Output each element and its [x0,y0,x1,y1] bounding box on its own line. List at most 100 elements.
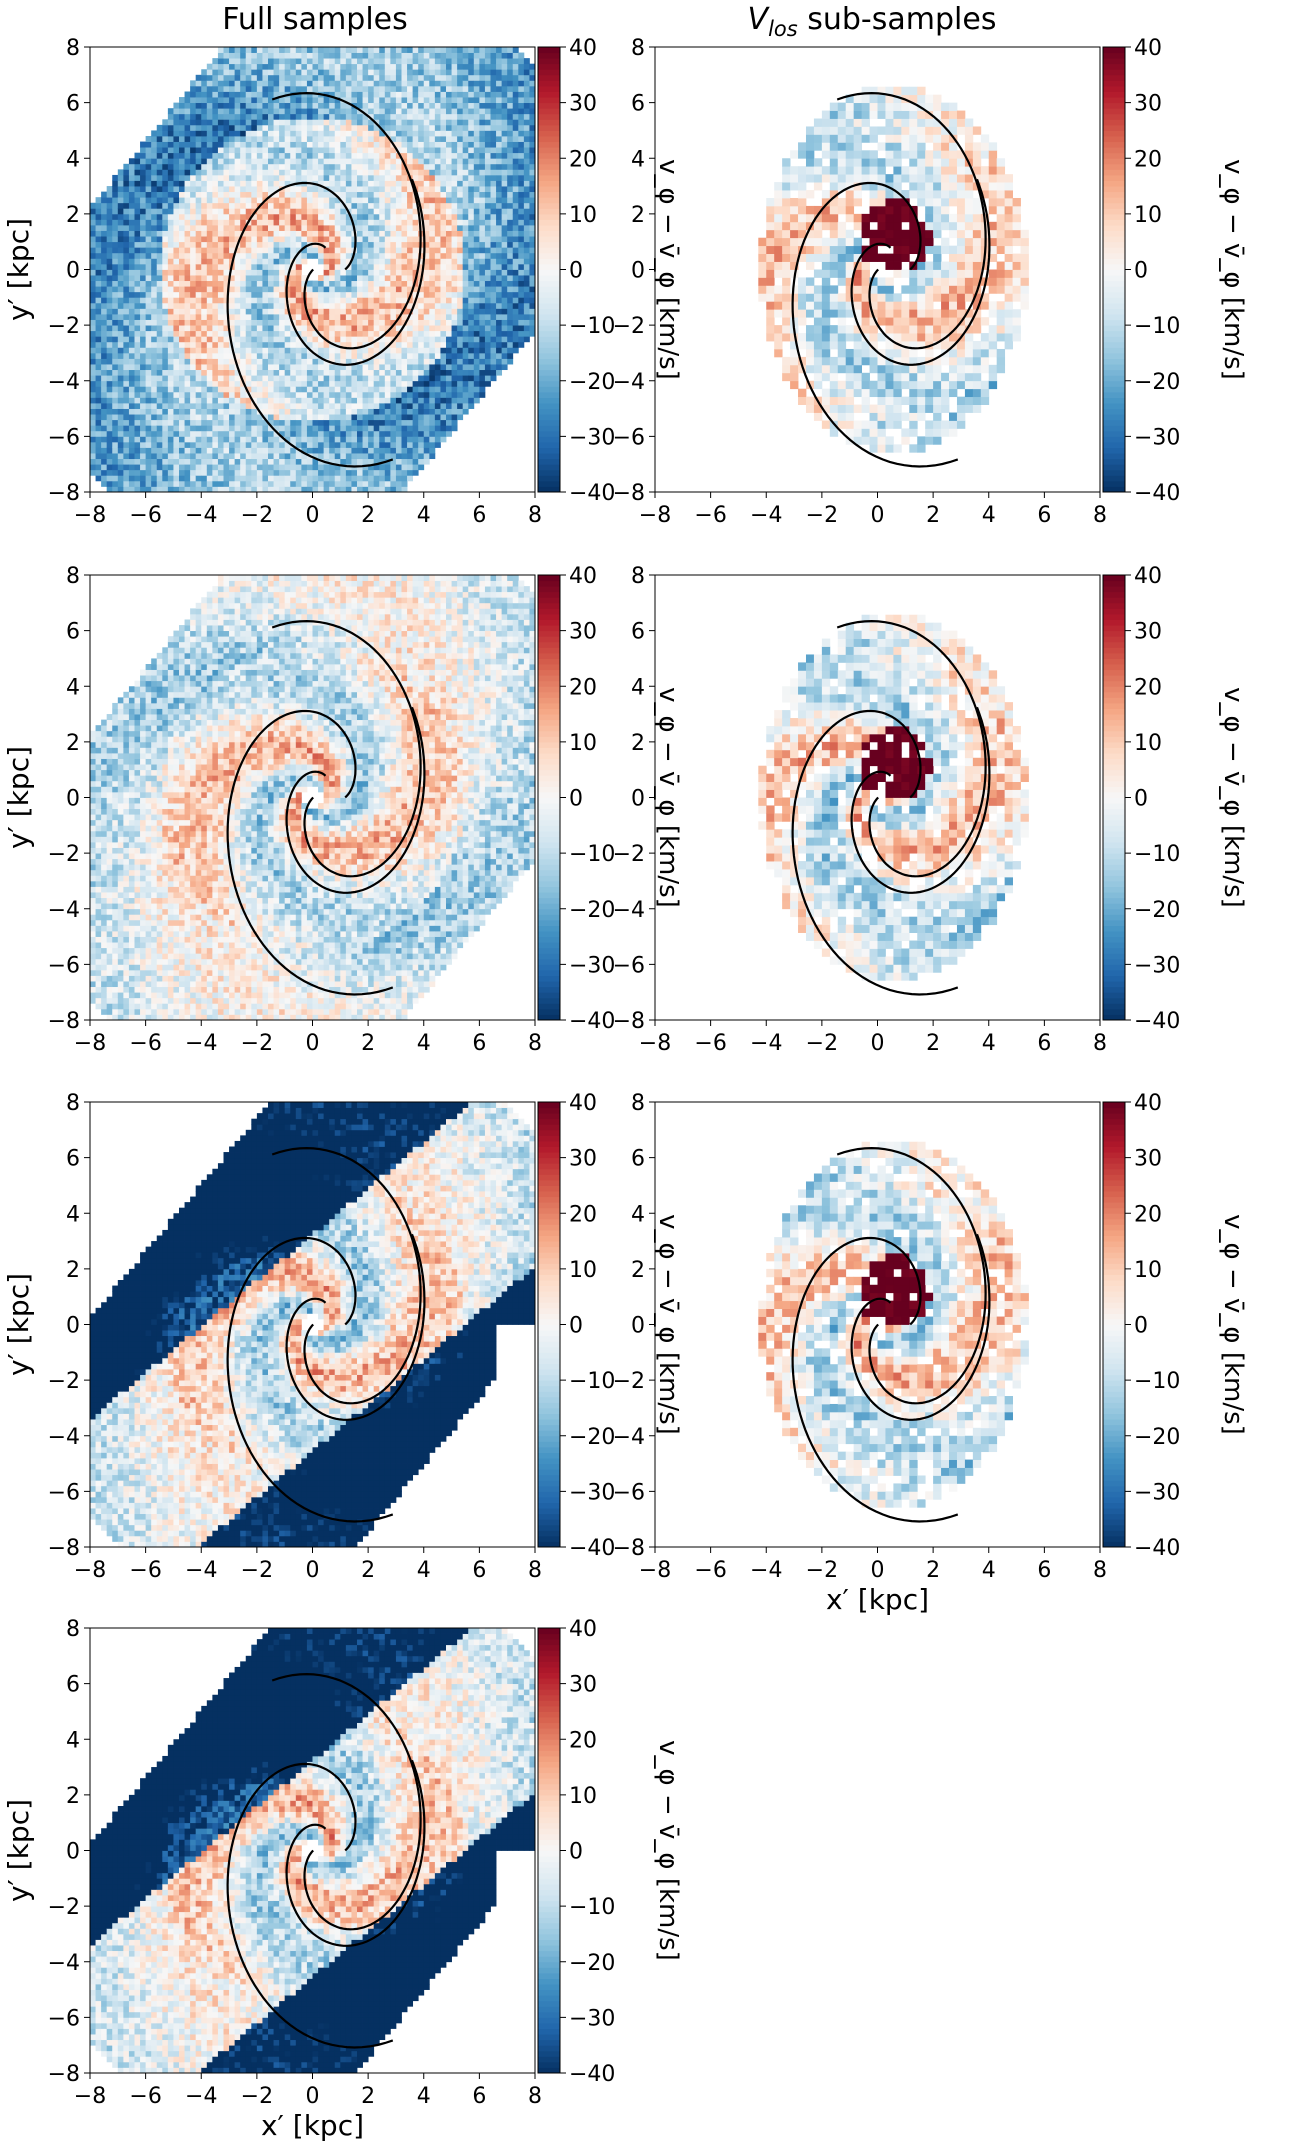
heatmap-cell [334,469,341,476]
heatmap-cell [440,414,447,421]
heatmap-cell [423,291,430,298]
heatmap-cell [340,336,347,343]
heatmap-cell [117,441,124,448]
heatmap-cell [429,225,436,231]
heatmap-cell [134,230,141,237]
heatmap-cell [240,80,247,87]
heatmap-cell [340,447,347,454]
heatmap-cell [206,136,213,142]
heatmap-cell [140,391,147,398]
heatmap-cell [395,336,402,343]
heatmap-cell [184,147,191,154]
heatmap-cell [217,136,224,142]
heatmap-cell [123,358,130,365]
heatmap-cell [151,486,158,493]
heatmap-cell [429,408,436,415]
heatmap-cell [290,275,297,282]
heatmap-cell [167,380,174,387]
heatmap-cell [167,225,174,231]
heatmap-cell [251,269,258,276]
heatmap-cell [418,375,425,382]
heatmap-cell [151,325,158,332]
heatmap-cell [195,391,202,398]
heatmap-cell [212,391,219,398]
heatmap-cell [446,152,452,159]
heatmap-cell [351,174,358,181]
heatmap-cell [212,97,219,104]
heatmap-cell [201,258,208,265]
heatmap-cell [190,486,197,493]
heatmap-cell [340,430,347,437]
heatmap-cell [301,202,308,209]
heatmap-cell [379,152,386,159]
heatmap-cell [290,174,297,181]
heatmap-cell [279,314,286,320]
heatmap-cell [256,174,263,181]
heatmap-cell [256,108,263,115]
heatmap-cell [223,225,230,231]
heatmap-cell [145,403,152,409]
heatmap-cell [357,375,363,382]
heatmap-cell [384,386,391,393]
heatmap-cell [323,397,330,404]
heatmap-cell [156,403,163,409]
heatmap-cell [384,297,391,304]
heatmap-cell [256,119,263,126]
heatmap-cell [284,352,291,359]
heatmap-cell [434,225,441,231]
heatmap-cell [273,358,280,365]
heatmap-cell [201,263,208,270]
heatmap-cell [340,314,347,320]
heatmap-cell [451,230,458,237]
heatmap-cell [345,475,352,482]
heatmap-cell [384,152,391,159]
heatmap-cell [217,85,224,92]
heatmap-cell [446,347,452,354]
heatmap-cell [106,380,113,387]
heatmap-cell [273,314,280,320]
heatmap-cell [312,314,319,320]
heatmap-cell [434,414,441,421]
heatmap-cell [457,269,464,276]
heatmap-cell [457,124,464,131]
heatmap-cell [245,302,252,309]
heatmap-cell [334,252,341,259]
heatmap-cell [273,102,280,109]
heatmap-cell [262,336,269,343]
heatmap-cell [273,475,280,482]
heatmap-cell [101,330,108,337]
heatmap-cell [329,314,336,320]
heatmap-cell [195,308,202,315]
heatmap-cell [256,464,263,471]
heatmap-cell [418,180,425,187]
heatmap-cell [357,180,363,187]
heatmap-cell [334,286,341,293]
heatmap-cell [117,241,124,248]
heatmap-cell [145,308,152,315]
heatmap-cell [379,403,386,409]
heatmap-cell [329,286,336,293]
heatmap-cell [373,269,380,276]
heatmap-cell [312,441,319,448]
heatmap-cell [384,136,391,142]
heatmap-cell [240,225,247,231]
heatmap-cell [128,258,135,265]
heatmap-cell [318,408,325,415]
heatmap-cell [268,403,274,409]
heatmap-cell [462,347,469,354]
heatmap-cell [251,108,258,115]
heatmap-cell [262,330,269,337]
heatmap-cell [217,169,224,176]
heatmap-cell [212,225,219,231]
heatmap-cell [345,391,352,398]
heatmap-cell [457,108,464,115]
heatmap-cell [284,69,291,76]
heatmap-cell [206,369,213,376]
heatmap-cell [234,275,241,282]
heatmap-cell [167,108,174,115]
heatmap-cell [145,469,152,476]
heatmap-cell [329,336,336,343]
heatmap-cell [223,208,230,215]
heatmap-cell [423,408,430,415]
heatmap-cell [234,441,241,448]
